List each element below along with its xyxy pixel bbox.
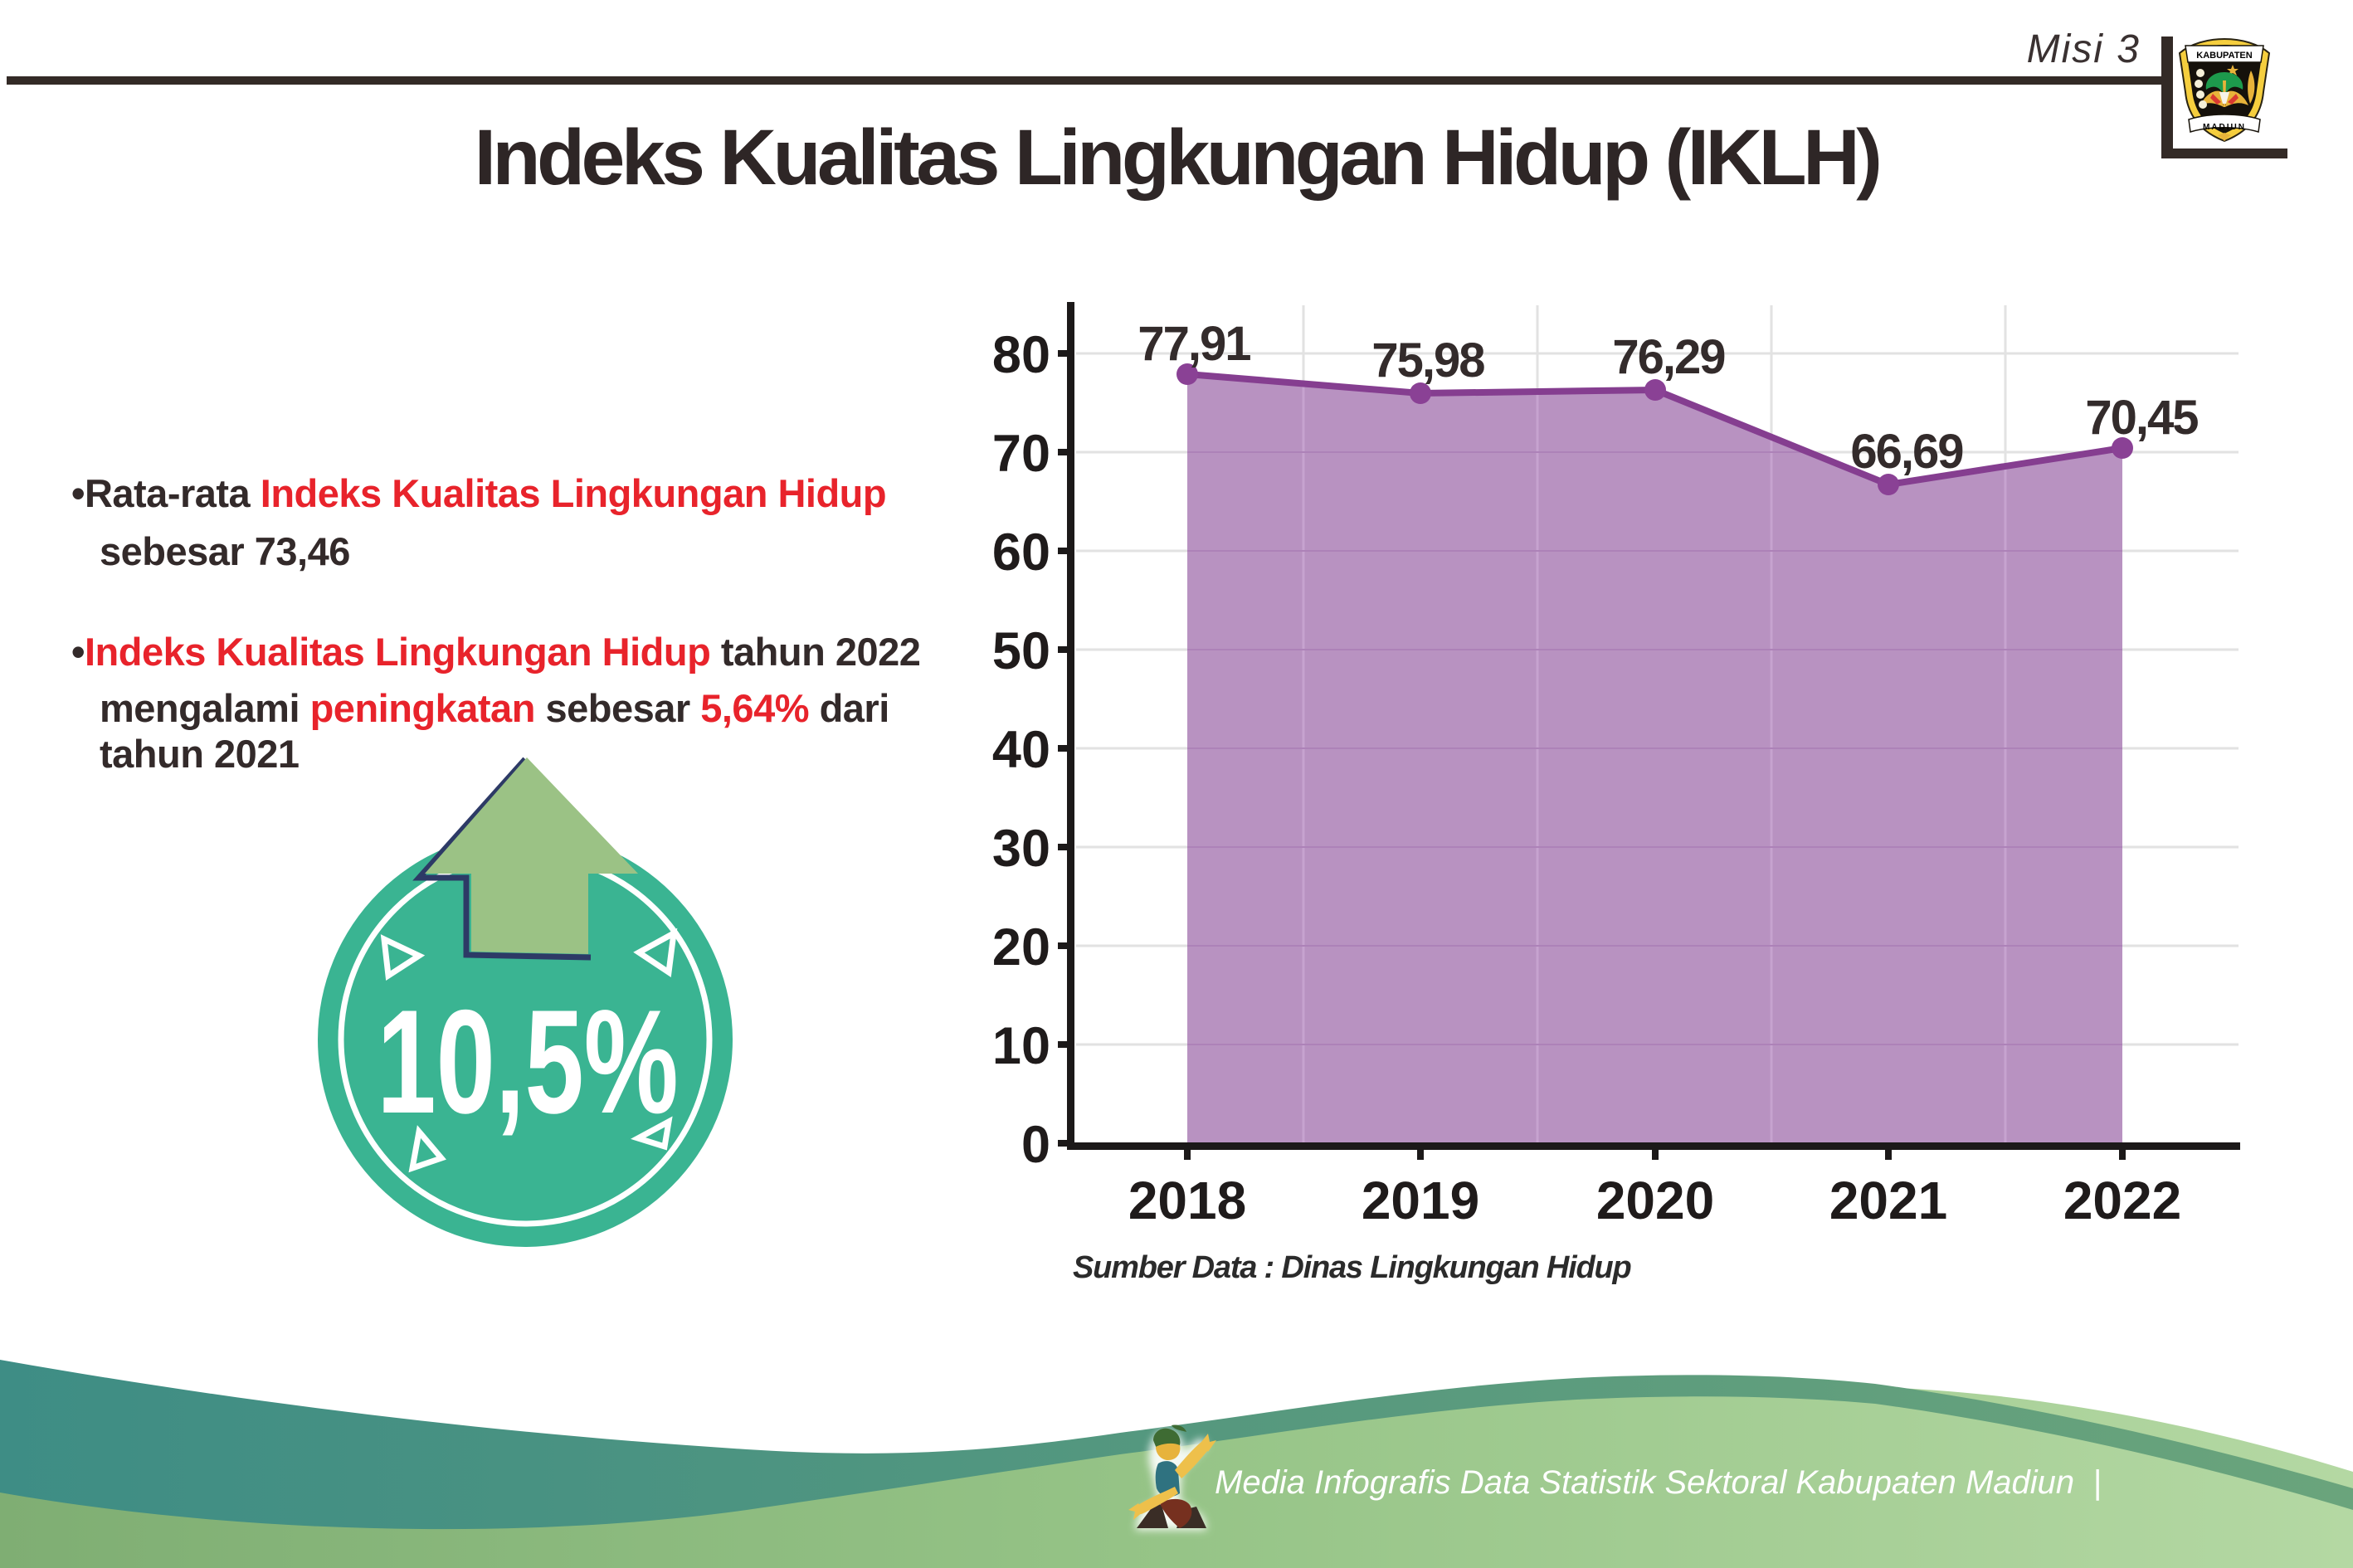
svg-text:Sumber Data : Dinas Lingkungan: Sumber Data : Dinas Lingkungan Hidup	[1073, 1250, 1631, 1285]
svg-text:MADIUN: MADIUN	[2203, 123, 2246, 132]
svg-text:70: 70	[992, 425, 1050, 483]
svg-text:KABUPATEN: KABUPATEN	[2196, 51, 2252, 61]
svg-text:60: 60	[992, 523, 1050, 582]
svg-text:2019: 2019	[1362, 1171, 1479, 1230]
svg-text:30: 30	[992, 820, 1050, 878]
svg-text:2018: 2018	[1128, 1171, 1246, 1230]
svg-text:20: 20	[992, 918, 1050, 976]
svg-text:80: 80	[992, 326, 1050, 384]
svg-text:10,5%: 10,5%	[377, 979, 678, 1144]
svg-text:0: 0	[1021, 1116, 1050, 1174]
svg-text:66,69: 66,69	[1850, 425, 1963, 479]
svg-text:2021: 2021	[1829, 1171, 1947, 1230]
svg-text:40: 40	[992, 721, 1050, 779]
svg-text:2020: 2020	[1596, 1171, 1714, 1230]
svg-text:10: 10	[992, 1017, 1050, 1075]
svg-text:50: 50	[992, 622, 1050, 680]
svg-text:Media Infografis Data Statisti: Media Infografis Data Statistik Sektoral…	[1215, 1464, 2102, 1501]
svg-text:75,98: 75,98	[1371, 334, 1484, 387]
svg-text:2022: 2022	[2063, 1171, 2181, 1230]
svg-text:70,45: 70,45	[2085, 391, 2198, 445]
svg-text:77,91: 77,91	[1138, 317, 1250, 371]
svg-text:76,29: 76,29	[1612, 330, 1725, 384]
